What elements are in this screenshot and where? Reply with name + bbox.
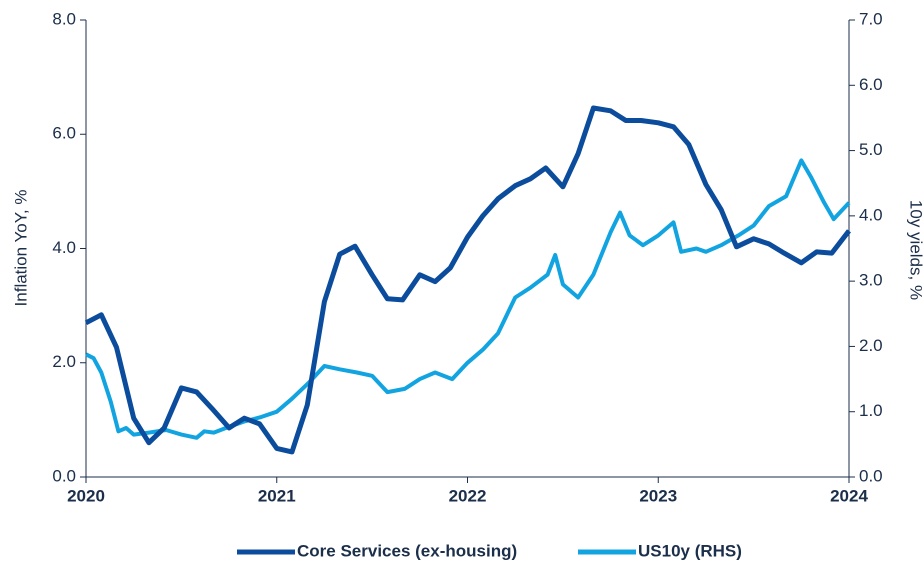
legend-label: US10y (RHS) [638,541,742,560]
y-tick-label: 2.0 [52,352,76,371]
series-line [85,158,851,440]
y2-tick-label: 1.0 [859,401,883,420]
legend-label: Core Services (ex-housing) [297,541,517,560]
y-tick-label: 8.0 [52,9,76,28]
y2-tick-label: 0.0 [859,466,883,485]
x-tick-label: 2021 [258,486,296,505]
x-tick-label: 2022 [449,486,487,505]
y2-tick-label: 3.0 [859,271,883,290]
y-tick-label: 4.0 [52,238,76,257]
y-tick-label: 0.0 [52,466,76,485]
y2-tick-label: 7.0 [859,9,883,28]
y-axis-label: Inflation YoY, % [11,190,30,307]
series-line [84,105,851,455]
x-tick-label: 2020 [67,486,105,505]
y-tick-label: 6.0 [52,124,76,143]
y2-tick-label: 6.0 [859,75,883,94]
x-tick-label: 2023 [639,486,677,505]
y2-tick-label: 2.0 [859,336,883,355]
y2-tick-label: 4.0 [859,205,883,224]
y2-axis-label: 10y yields, % [907,200,924,300]
y2-tick-label: 5.0 [859,140,883,159]
x-tick-label: 2024 [830,486,868,505]
